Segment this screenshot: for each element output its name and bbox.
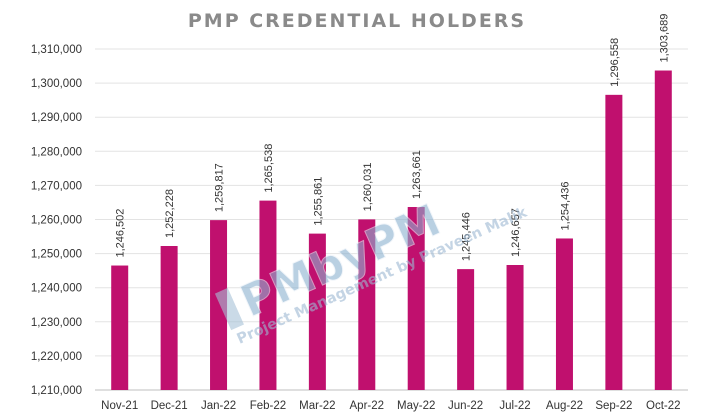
bar: [210, 220, 228, 390]
data-label: 1,252,228: [164, 189, 176, 238]
y-tick-label: 1,210,000: [31, 385, 82, 397]
bar: [555, 238, 573, 390]
y-tick-label: 1,220,000: [31, 351, 82, 363]
watermark-icon: [214, 287, 244, 331]
y-tick-label: 1,270,000: [31, 180, 82, 192]
bar: [654, 70, 672, 390]
x-tick-label: Mar-22: [299, 400, 335, 412]
bar: [358, 219, 376, 390]
data-label: 1,246,502: [115, 209, 127, 258]
data-label: 1,254,436: [559, 182, 571, 231]
y-tick-label: 1,280,000: [31, 146, 82, 158]
bar: [457, 269, 475, 390]
y-tick-label: 1,240,000: [31, 283, 82, 295]
y-tick-label: 1,250,000: [31, 249, 82, 261]
chart-title: PMP CREDENTIAL HOLDERS: [188, 10, 526, 32]
data-label: 1,296,558: [609, 38, 621, 87]
data-label: 1,255,861: [312, 177, 324, 226]
y-tick-label: 1,230,000: [31, 317, 82, 329]
data-label: 1,260,031: [362, 162, 374, 211]
x-tick-label: Dec-21: [151, 400, 188, 412]
x-tick-label: Jul-22: [499, 400, 530, 412]
data-label: 1,246,657: [510, 208, 522, 257]
bar: [506, 264, 524, 390]
bar: [407, 207, 425, 390]
bar: [308, 233, 326, 390]
bar: [160, 246, 178, 390]
bar: [605, 94, 623, 390]
x-tick-label: Aug-22: [546, 400, 583, 412]
y-tick-label: 1,260,000: [31, 215, 82, 227]
x-tick-label: Apr-22: [350, 400, 385, 412]
gridlines: [95, 48, 688, 391]
data-labels: 1,246,502 1,252,228 1,259,817 1,265,538 1,25…: [115, 14, 671, 262]
x-tick-label: Jun-22: [448, 400, 483, 412]
bar: [111, 265, 129, 390]
data-label: 1,263,661: [411, 150, 423, 199]
x-tick-label: Sep-22: [595, 400, 632, 412]
data-label: 1,259,817: [214, 163, 226, 212]
x-tick-label: May-22: [397, 400, 435, 412]
y-axis-ticks: 1,210,000 1,220,000 1,230,000 1,240,000 1,25…: [31, 44, 82, 397]
bar: [259, 200, 277, 390]
y-tick-label: 1,300,000: [31, 78, 82, 90]
x-axis-ticks: Nov-21 Dec-21 Jan-22 Feb-22 Mar-22 Apr-22 May-…: [101, 400, 680, 412]
data-label: 1,303,689: [658, 14, 670, 63]
x-tick-label: Oct-22: [646, 400, 681, 412]
y-tick-label: 1,290,000: [31, 112, 82, 124]
x-tick-label: Feb-22: [250, 400, 286, 412]
x-tick-label: Nov-21: [101, 400, 138, 412]
y-tick-label: 1,310,000: [31, 44, 82, 56]
data-label: 1,245,446: [461, 212, 473, 261]
x-tick-label: Jan-22: [201, 400, 236, 412]
data-label: 1,265,538: [263, 144, 275, 193]
bars: [111, 70, 672, 390]
